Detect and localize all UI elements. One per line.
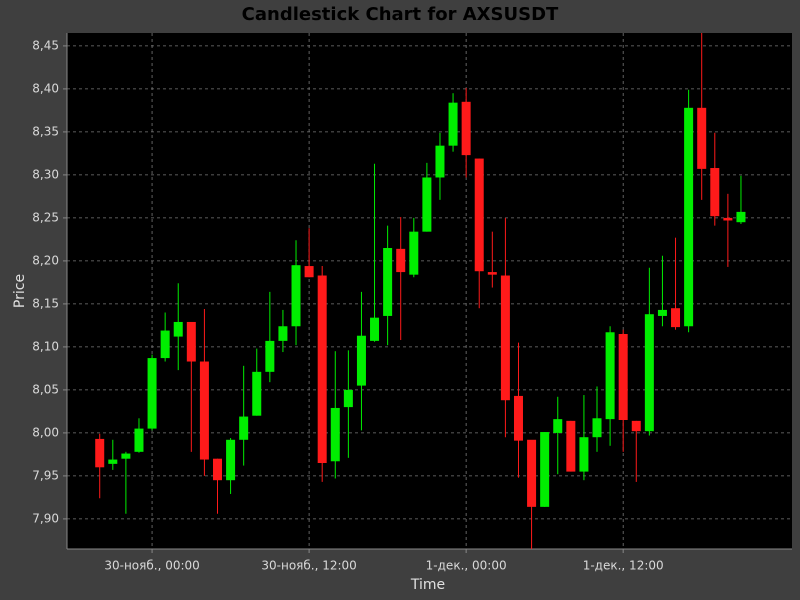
candle-body [186, 321, 196, 362]
candle-body [435, 145, 445, 178]
candle-body [422, 177, 432, 232]
candle-body [605, 332, 615, 420]
candle-body [304, 266, 314, 278]
y-tick-label: 7,90 [32, 511, 59, 525]
candle-body [147, 358, 157, 429]
candle-body [108, 459, 118, 464]
candle-body [356, 335, 366, 386]
candle-body [579, 437, 589, 472]
candle-body [291, 265, 301, 327]
y-tick-label: 8,00 [32, 425, 59, 439]
candle-body [487, 272, 497, 275]
x-tick-label: 1-дек., 12:00 [583, 559, 664, 573]
candle-body [474, 158, 484, 272]
candle-body [527, 439, 537, 507]
candle-body [736, 211, 746, 223]
x-tick-label: 30-нояб., 12:00 [261, 559, 356, 573]
candle-body [684, 107, 694, 327]
candle-body [618, 334, 628, 420]
candle-body [592, 418, 602, 438]
candle-body [134, 428, 144, 452]
candle-body [513, 395, 523, 441]
x-tick-label: 1-дек., 00:00 [426, 559, 507, 573]
y-tick-label: 8,40 [32, 81, 59, 95]
candle-body [723, 217, 733, 221]
candle-body [383, 248, 393, 316]
candle-body [343, 389, 353, 408]
y-tick-label: 8,20 [32, 253, 59, 267]
y-axis-title: Price [12, 274, 28, 308]
candle-body [317, 275, 327, 463]
candle-body [448, 102, 458, 146]
candle-body [252, 371, 262, 416]
candle-body [396, 248, 406, 273]
x-tick-label: 30-нояб., 00:00 [104, 559, 199, 573]
candle-body [671, 308, 681, 328]
candle-body [212, 458, 222, 481]
y-tick-label: 7,95 [32, 468, 59, 482]
y-tick-label: 8,05 [32, 382, 59, 396]
y-tick-label: 8,15 [32, 296, 59, 310]
candle-body [226, 439, 236, 481]
candle-body [461, 101, 471, 156]
candle-body [173, 321, 183, 337]
candle-body [553, 419, 563, 433]
candle-body [657, 309, 667, 316]
candle-body [697, 107, 707, 169]
y-tick-label: 8,10 [32, 339, 59, 353]
candle-body [265, 340, 275, 372]
candle-body [278, 326, 288, 341]
candle-body [500, 275, 510, 401]
candle-body [710, 168, 720, 217]
x-axis-title: Time [410, 577, 445, 593]
y-tick-label: 8,35 [32, 124, 59, 138]
y-tick-label: 8,45 [32, 38, 59, 52]
plot-area [67, 33, 792, 549]
candle-body [239, 416, 249, 440]
candle-body [566, 420, 576, 472]
y-tick-label: 8,25 [32, 210, 59, 224]
candle-body [95, 438, 105, 468]
chart-title: Candlestick Chart for AXSUSDT [242, 4, 559, 25]
candle-body [631, 420, 641, 432]
candle-body [199, 361, 209, 460]
candle-body [644, 314, 654, 432]
candle-body [330, 407, 340, 462]
y-tick-label: 8,30 [32, 167, 59, 181]
candle-body [370, 317, 380, 341]
candle-body [409, 231, 419, 275]
candle-body [121, 453, 131, 459]
candle-body [540, 432, 550, 507]
candle-body [160, 330, 170, 359]
